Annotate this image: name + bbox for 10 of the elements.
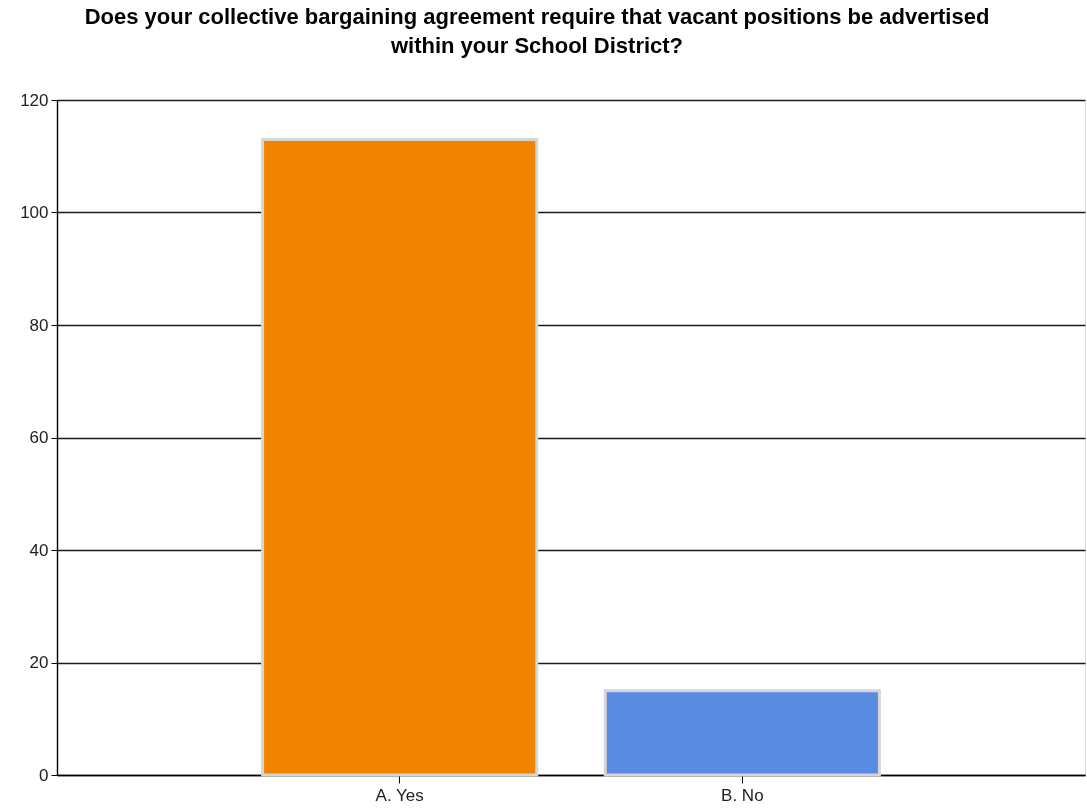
y-tick-label: 60 xyxy=(29,428,49,447)
y-tick-label: 40 xyxy=(29,540,49,560)
chart-title: Does your collective bargaining agreement require that vacant positions be advertised within your School District? xyxy=(84,4,990,58)
y-tick-label: 80 xyxy=(29,315,49,335)
y-tick-label: 120 xyxy=(20,90,49,110)
x-tick-label: A. Yes xyxy=(375,785,424,805)
x-tick-label: B. No xyxy=(721,785,764,805)
y-tick-label: 20 xyxy=(29,653,49,672)
y-tick-label: 100 xyxy=(20,203,49,222)
y-tick-label: 0 xyxy=(39,765,49,785)
